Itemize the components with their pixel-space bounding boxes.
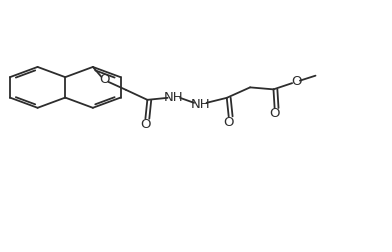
Text: O: O — [223, 115, 234, 129]
Text: NH: NH — [164, 91, 183, 104]
Text: O: O — [140, 117, 151, 131]
Text: NH: NH — [191, 98, 210, 111]
Text: O: O — [269, 107, 280, 120]
Text: O: O — [99, 73, 110, 86]
Text: O: O — [291, 75, 301, 88]
